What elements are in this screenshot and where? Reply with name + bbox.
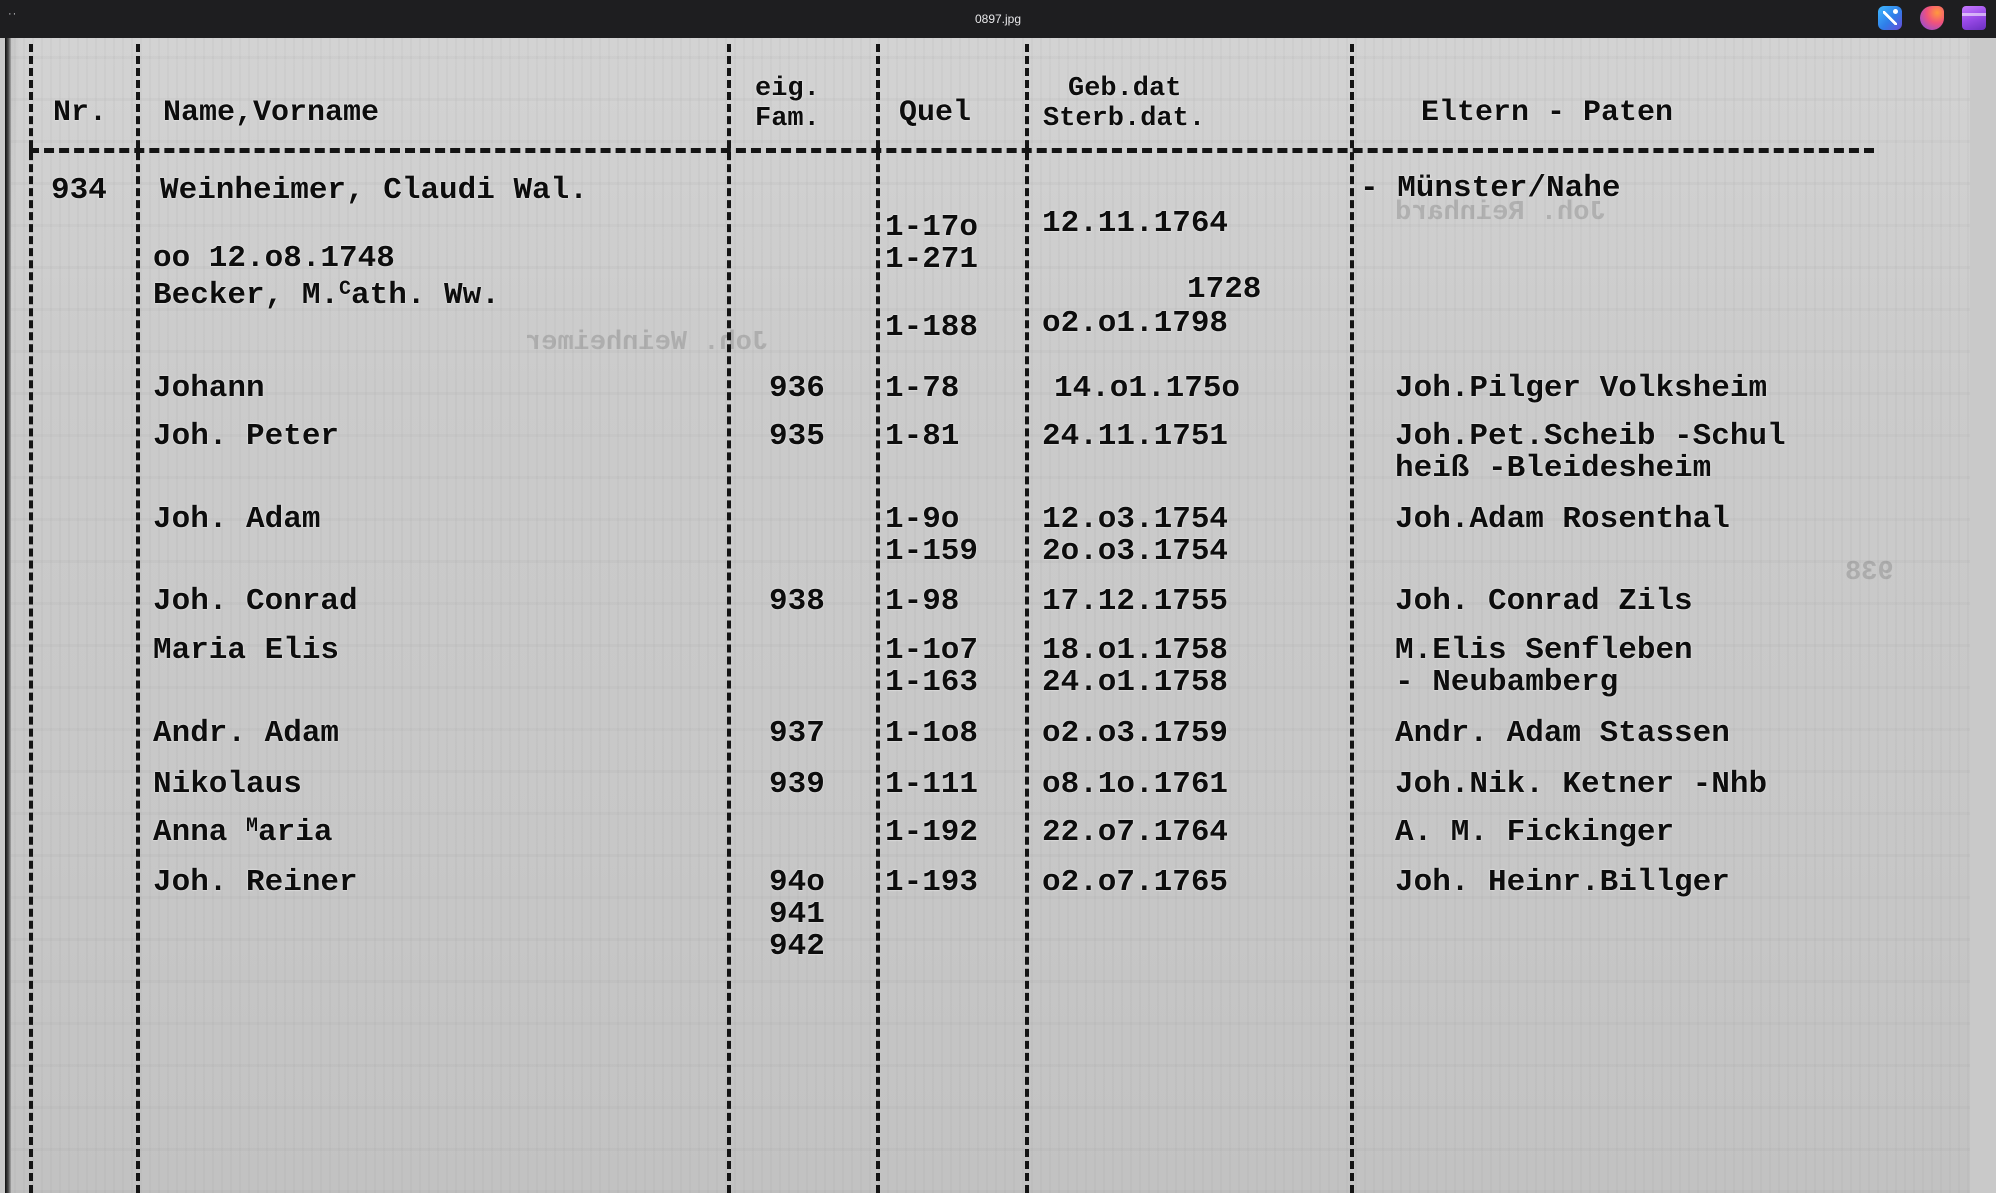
child-eigfam: 94o	[769, 865, 825, 900]
child-date: 22.o7.1764	[1042, 815, 1229, 850]
window-menu-dots[interactable]: ··	[8, 8, 18, 20]
child-quel: 1-78	[885, 371, 960, 406]
child-date-2: 24.o1.1758	[1042, 665, 1229, 700]
family-death-date: o2.o1.1798	[1042, 306, 1229, 341]
child-date: 14.o1.175o	[1054, 371, 1241, 406]
child-name: Joh. Adam	[153, 502, 321, 537]
column-divider-quel-dates	[1025, 44, 1029, 1193]
family-marriage-date: oo 12.o8.1748	[153, 241, 395, 276]
child-eltern-cont: - Neubamberg	[1395, 665, 1619, 700]
window-title-bar: ·· 0897.jpg	[0, 0, 1996, 38]
child-quel-2: 1-159	[885, 534, 979, 569]
header-rule	[29, 148, 1874, 153]
child-quel: 1-1o8	[885, 716, 979, 751]
spouse-name-pre: Becker, M.	[153, 278, 340, 313]
spouse-name-post: ath. Ww.	[351, 278, 500, 313]
column-divider-nr-name	[136, 44, 140, 1193]
family-head-name: Weinheimer, Claudi Wal.	[160, 173, 588, 208]
child-quel-2: 1-163	[885, 665, 979, 700]
bleedthrough-text: Joh. Weinheimer	[525, 328, 769, 358]
child-eltern: Joh.Pet.Scheib -Schul	[1395, 419, 1786, 454]
document-paper: Joh. Reinhard Joh. Weinheimer 938 Nr. Na…	[5, 38, 1970, 1193]
child-date: o2.o3.1759	[1042, 716, 1229, 751]
child-quel: 1-1o7	[885, 633, 979, 668]
child-name: Joh. Peter	[153, 419, 340, 454]
child-eltern: Joh.Nik. Ketner -Nhb	[1395, 767, 1768, 802]
child-name: Andr. Adam	[153, 716, 340, 751]
child-eigfam: 937	[769, 716, 825, 751]
child-quel: 1-193	[885, 865, 979, 900]
column-header-eigfam-line2: Fam.	[755, 104, 820, 134]
child-quel: 1-192	[885, 815, 979, 850]
table-border-left	[29, 44, 33, 1193]
family-nr: 934	[51, 173, 107, 208]
child-date: 24.11.1751	[1042, 419, 1229, 454]
window-title: 0897.jpg	[974, 12, 1022, 26]
child-name: Joh. Reiner	[153, 865, 358, 900]
child-name: Anna Maria	[153, 815, 332, 850]
spouse-name-superscript: C	[339, 278, 352, 301]
family-quel-1: 1-17o	[885, 210, 979, 245]
child-date: 12.o3.1754	[1042, 502, 1229, 537]
child-eigfam: 938	[769, 584, 825, 619]
child-name-superscript: M	[246, 815, 259, 838]
child-eigfam-extra-1: 941	[769, 897, 825, 932]
column-header-eigfam-line1: eig.	[755, 74, 820, 104]
child-eltern-cont: heiß -Bleidesheim	[1395, 451, 1712, 486]
child-name-post: aria	[258, 815, 333, 850]
child-eltern: A. M. Fickinger	[1395, 815, 1675, 850]
scanned-document-viewport[interactable]: Joh. Reinhard Joh. Weinheimer 938 Nr. Na…	[0, 38, 1996, 1193]
child-eigfam: 935	[769, 419, 825, 454]
page-gutter-shadow	[5, 38, 11, 1193]
child-date: o2.o7.1765	[1042, 865, 1229, 900]
child-date: o8.1o.1761	[1042, 767, 1229, 802]
child-name: Johann	[153, 371, 265, 406]
child-quel: 1-111	[885, 767, 979, 802]
child-name: Maria Elis	[153, 633, 340, 668]
family-quel-3: 1-188	[885, 310, 979, 345]
child-eltern: Joh. Conrad Zils	[1395, 584, 1693, 619]
bleedthrough-text: 938	[1845, 558, 1894, 588]
photo-editor-app-icon[interactable]	[1878, 6, 1902, 30]
family-quel-2: 1-271	[885, 242, 979, 277]
archive-app-icon[interactable]	[1962, 6, 1986, 30]
child-eigfam: 936	[769, 371, 825, 406]
column-header-dates-line1: Geb.dat	[1068, 74, 1182, 104]
child-name: Nikolaus	[153, 767, 302, 802]
child-eltern: Joh.Pilger Volksheim	[1395, 371, 1768, 406]
child-eigfam: 939	[769, 767, 825, 802]
family-birth-date: 12.11.1764	[1042, 206, 1229, 241]
child-eigfam-extra-2: 942	[769, 929, 825, 964]
design-app-icon[interactable]	[1920, 6, 1944, 30]
column-divider-dates-eltern	[1350, 44, 1354, 1193]
child-name: Joh. Conrad	[153, 584, 358, 619]
child-eltern: Andr. Adam Stassen	[1395, 716, 1730, 751]
child-date: 17.12.1755	[1042, 584, 1229, 619]
column-divider-eigfam-quel	[876, 44, 880, 1193]
child-date-2: 2o.o3.1754	[1042, 534, 1229, 569]
child-quel: 1-98	[885, 584, 960, 619]
child-eltern: Joh. Heinr.Billger	[1395, 865, 1730, 900]
child-date: 18.o1.1758	[1042, 633, 1229, 668]
column-header-dates-line2: Sterb.dat.	[1043, 104, 1206, 134]
family-spouse-birth-year: 1728	[1187, 272, 1262, 307]
child-eltern: M.Elis Senfleben	[1395, 633, 1693, 668]
column-header-name: Name,Vorname	[163, 96, 380, 130]
family-eltern-paten: - Münster/Nahe	[1360, 171, 1621, 206]
child-eltern: Joh.Adam Rosenthal	[1395, 502, 1730, 537]
child-quel: 1-81	[885, 419, 960, 454]
column-divider-name-eigfam	[727, 44, 731, 1193]
column-header-eltern: Eltern - Paten	[1421, 96, 1674, 130]
family-spouse-name: Becker, M.Cath. Ww.	[153, 278, 500, 313]
child-name-pre: Anna	[153, 815, 247, 850]
child-quel: 1-9o	[885, 502, 960, 537]
column-header-quel: Quel	[899, 96, 972, 130]
column-header-nr: Nr.	[53, 96, 108, 130]
taskbar-icon-group	[1878, 6, 1986, 30]
